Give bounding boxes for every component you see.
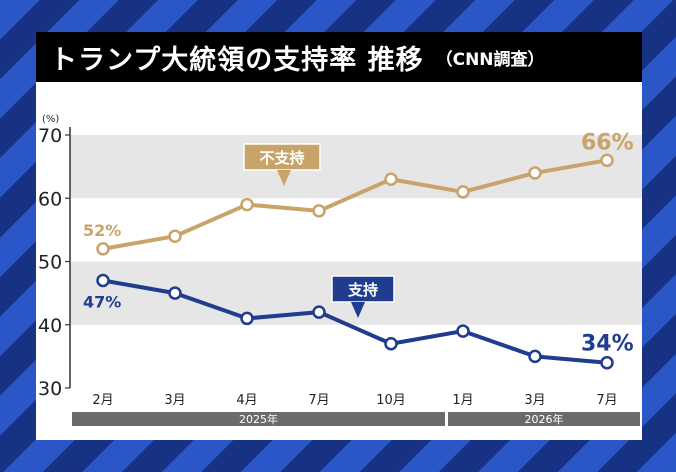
- series-start-label: 47%: [83, 292, 121, 311]
- series-line-0: [102, 158, 608, 251]
- x-tick-label: 3月: [164, 393, 185, 408]
- page-title: トランプ大統領の支持率 推移: [50, 44, 424, 76]
- x-tick-label: 10月: [376, 393, 406, 408]
- series-line-1: [102, 278, 608, 365]
- data-point: [168, 286, 182, 300]
- x-tick-label: 7月: [308, 393, 329, 408]
- x-tick-label: 3月: [524, 393, 545, 408]
- page-subtitle: （CNN調査）: [435, 49, 545, 70]
- y-tick-label: 40: [38, 315, 62, 337]
- data-point: [528, 349, 542, 364]
- data-point: [456, 185, 470, 199]
- callout-pointer: [277, 170, 291, 186]
- series-callout: 不支持: [243, 143, 321, 186]
- x-tick-label: 1月: [452, 393, 473, 408]
- y-tick-label: 60: [38, 188, 62, 210]
- callout-pointer: [351, 302, 365, 318]
- y-tick-label: 70: [38, 125, 62, 147]
- title-bar: トランプ大統領の支持率 推移 （CNN調査）: [36, 32, 642, 82]
- data-point: [240, 311, 254, 326]
- series-name-label: 支持: [347, 281, 378, 299]
- data-point: [312, 204, 326, 218]
- year-label: 2025年: [239, 412, 278, 426]
- x-tick-label: 2月: [92, 393, 113, 408]
- data-point: [240, 197, 254, 212]
- data-point: [384, 336, 398, 351]
- y-tick-label: 30: [38, 378, 62, 400]
- series-start-label: 52%: [83, 221, 121, 240]
- series-end-label: 34%: [581, 332, 634, 357]
- data-point: [600, 153, 614, 168]
- y-unit-label: (%): [42, 114, 59, 125]
- data-point: [96, 273, 110, 288]
- callout-box: [243, 143, 321, 171]
- callout-box: [331, 275, 395, 303]
- data-point: [528, 166, 542, 180]
- grid-band-0: [70, 135, 642, 199]
- data-point: [168, 229, 182, 243]
- data-point: [600, 355, 614, 370]
- chart-panel: (%) 70 60 50 40 30 2月 3月 4月 7月 10月 1月 3月 7月 2025年 2026年…: [36, 82, 642, 440]
- year-bar: [72, 412, 445, 426]
- x-tick-label: 4月: [236, 393, 257, 408]
- data-point: [456, 324, 470, 338]
- data-point: [312, 305, 326, 319]
- data-point: [96, 242, 110, 256]
- year-label: 2026年: [525, 412, 564, 426]
- line-chart: (%)70 60 50 40 30 2月 3月 4月 7月 10月 1月 3月 7月 2025年 2026年…: [38, 114, 642, 426]
- y-tick-label: 50: [38, 252, 62, 274]
- data-point: [384, 172, 398, 187]
- year-bar: [448, 412, 640, 426]
- series-end-label: 66%: [581, 130, 634, 155]
- series-callout: 支持: [331, 275, 395, 318]
- x-tick-label: 7月: [596, 393, 617, 408]
- series-name-label: 不支持: [259, 149, 304, 167]
